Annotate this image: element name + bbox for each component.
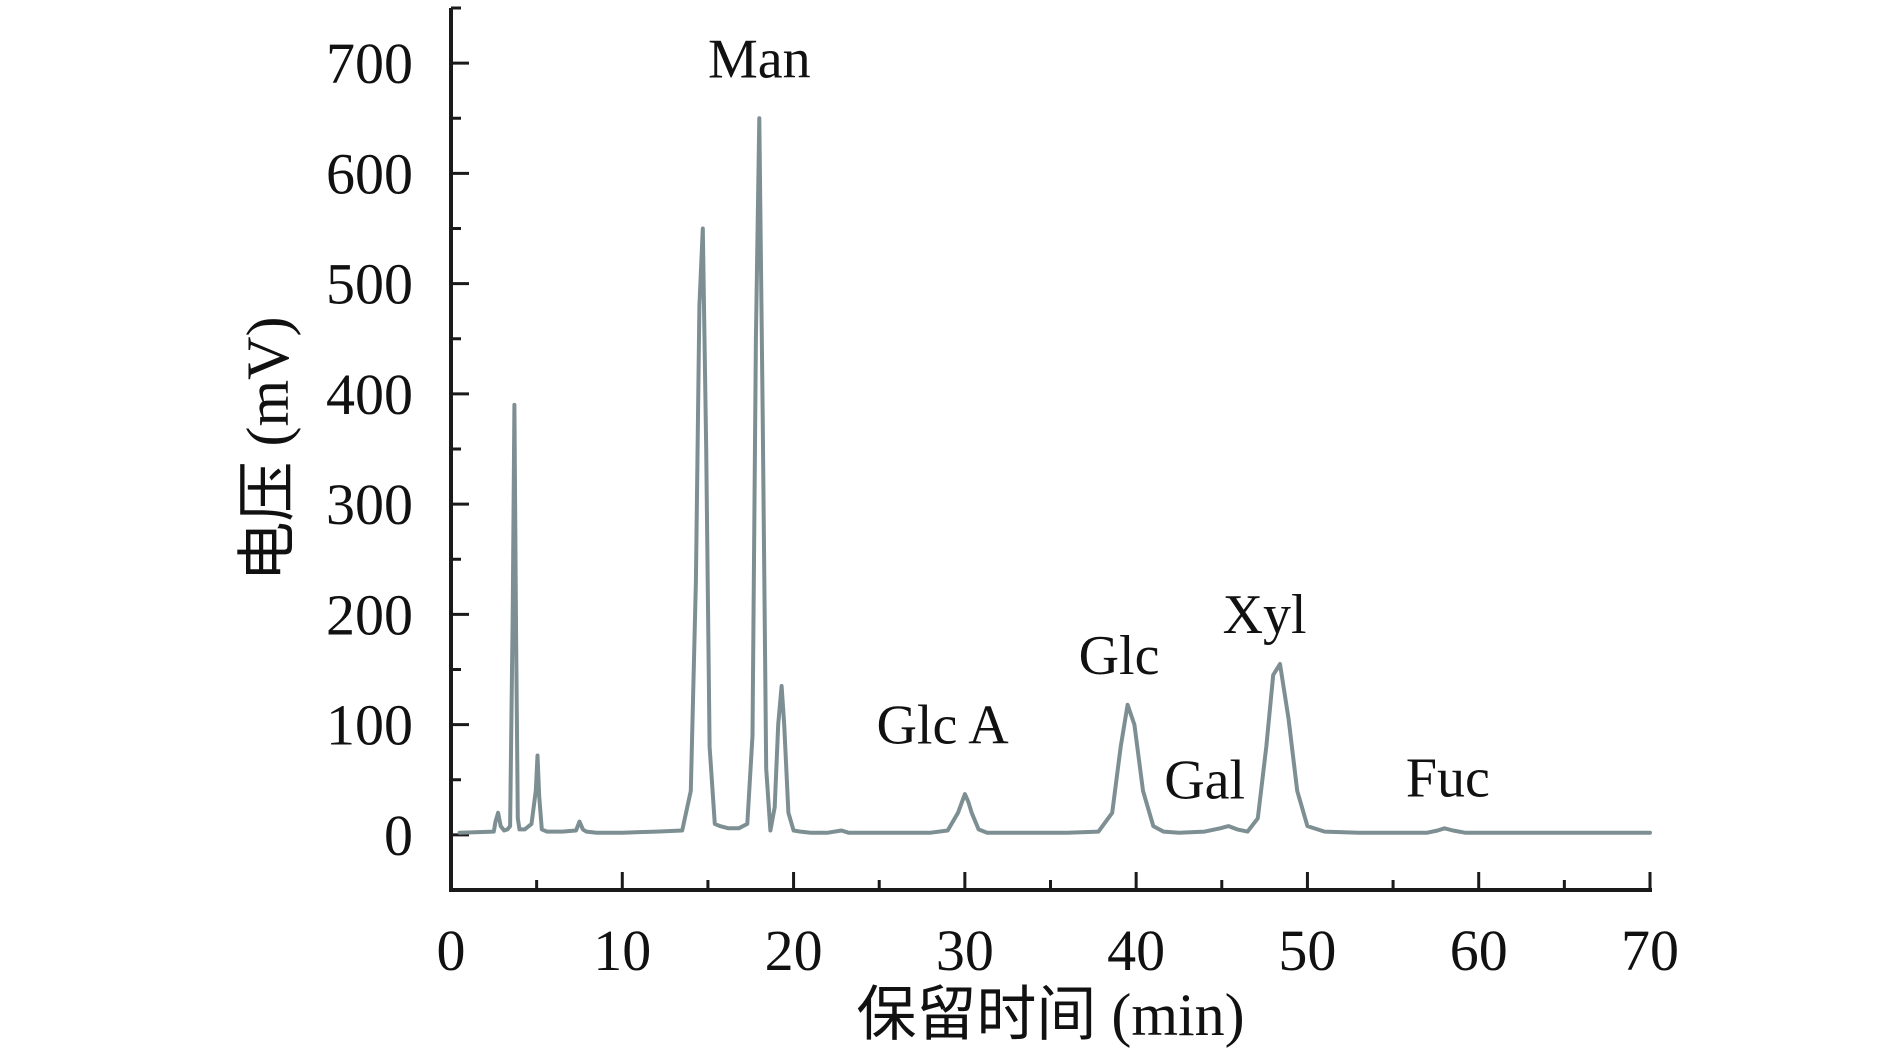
x-axis-title: 保留时间 (min)	[856, 982, 1244, 1048]
x-tick-label: 40	[1107, 918, 1165, 983]
x-tick-label: 0	[437, 918, 466, 983]
peak-label: Fuc	[1406, 747, 1490, 809]
y-tick-label: 400	[326, 362, 413, 427]
peak-label: Gal	[1164, 749, 1245, 811]
x-tick-label: 70	[1621, 918, 1679, 983]
x-tick-label: 10	[593, 918, 651, 983]
peak-label: Man	[708, 28, 811, 90]
y-axis-title: 电压 (mV)	[235, 317, 301, 582]
y-tick-label: 200	[326, 582, 413, 647]
y-tick-label: 0	[384, 803, 413, 868]
x-axis-ticks: 0 10 20 30 40 50 60 70	[437, 872, 1679, 983]
peak-label: Xyl	[1223, 584, 1307, 646]
x-tick-label: 30	[936, 918, 994, 983]
y-tick-label: 700	[326, 31, 413, 96]
x-tick-label: 60	[1450, 918, 1508, 983]
y-axis-ticks: 0 100 200 300 400 500 600 700	[326, 6, 469, 892]
y-tick-label: 300	[326, 472, 413, 537]
series-layer	[457, 116, 1652, 835]
peak-label: Glc A	[876, 694, 1009, 756]
y-tick-label: 100	[326, 693, 413, 758]
peak-label: Glc	[1079, 625, 1160, 687]
x-tick-label: 20	[765, 918, 823, 983]
chromatogram-trace	[457, 116, 1652, 835]
x-tick-label: 50	[1278, 918, 1336, 983]
y-tick-label: 600	[326, 141, 413, 206]
y-tick-label: 500	[326, 252, 413, 317]
